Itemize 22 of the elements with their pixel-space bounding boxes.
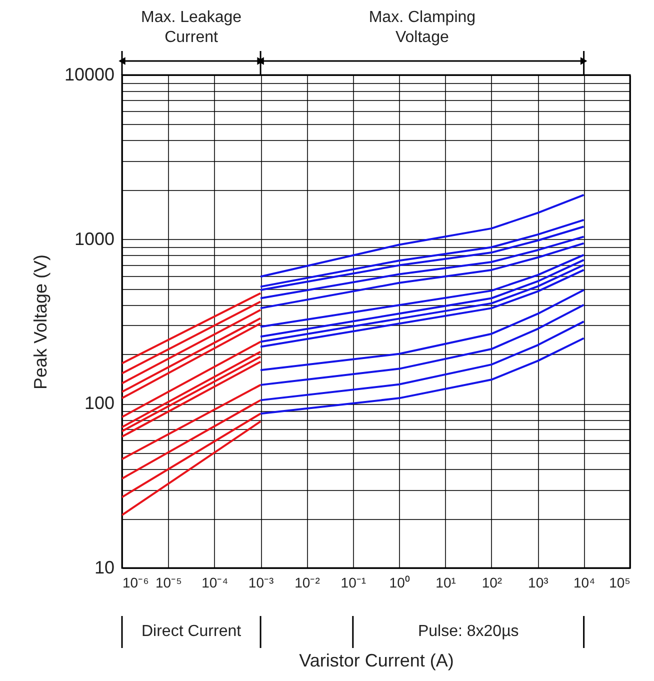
- x-tick-label: 10⁻¹: [340, 574, 366, 590]
- text: Direct Current: [141, 623, 242, 640]
- y-axis-title: Peak Voltage (V): [30, 254, 50, 390]
- x-tick-label: 10⁻²: [294, 574, 320, 590]
- x-tick-label: 10⁵: [609, 574, 630, 590]
- y-tick-label: 100: [84, 393, 114, 414]
- x-tick-label: 10⁻⁶: [122, 574, 149, 590]
- y-tick-label: 10000: [64, 64, 114, 84]
- text: Pulse: 8x20µs: [418, 623, 519, 640]
- x-tick-label: 10⁰: [389, 574, 410, 590]
- x-axis-title: Varistor Current (A): [299, 650, 454, 670]
- x-tick-label: 10¹: [436, 574, 456, 590]
- text: Max. Leakage Current: [141, 9, 242, 46]
- y-tick-label: 1000: [74, 228, 114, 249]
- x-tick-label: 10²: [482, 574, 502, 590]
- x-tick-label: 10⁻⁴: [202, 574, 228, 590]
- text: Max. Clamping Voltage: [368, 9, 476, 46]
- y-tick-label: 10: [94, 558, 114, 578]
- x-tick-label: 10⁻³: [248, 574, 274, 590]
- x-tick-label: 10⁻⁵: [155, 574, 182, 590]
- x-tick-label: 10⁴: [574, 574, 596, 590]
- x-tick-label: 10³: [528, 574, 549, 590]
